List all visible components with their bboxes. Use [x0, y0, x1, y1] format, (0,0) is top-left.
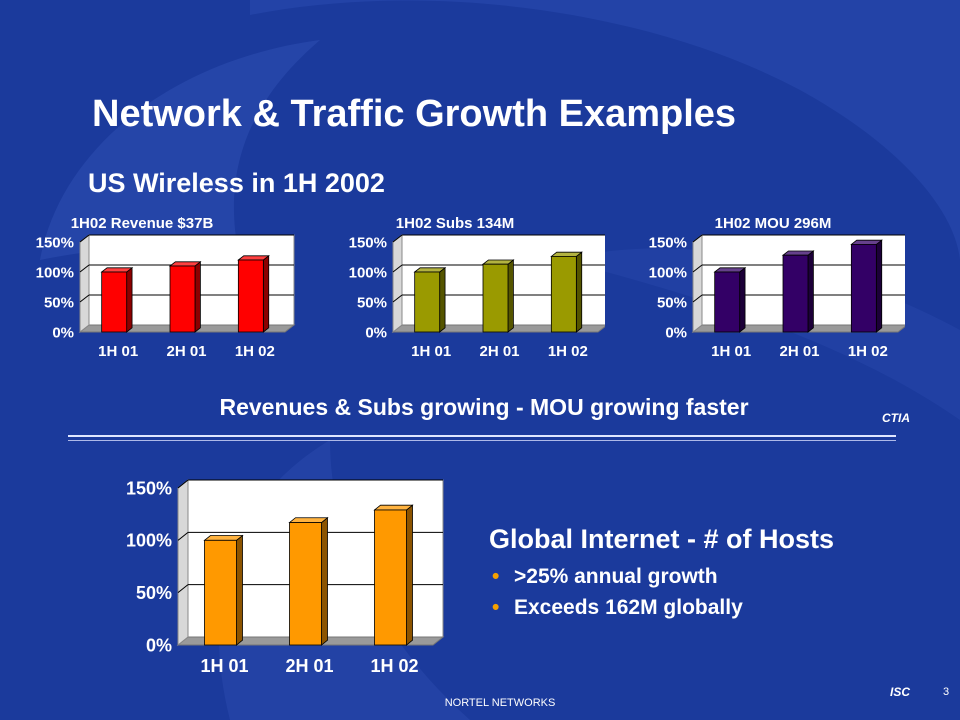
slide-subtitle: US Wireless in 1H 2002: [88, 168, 385, 198]
bar: [550, 251, 583, 333]
x-tick-label: 1H 02: [235, 343, 275, 360]
y-tick-label: 50%: [657, 294, 687, 311]
isc-badge: ISC: [890, 685, 911, 699]
x-tick-label: 1H 02: [548, 343, 588, 360]
subs-chart: 1H02 Subs 134M 0% 50% 100% 150% 1H 01 2H 01 1H …: [349, 215, 605, 360]
bullet-dot-icon: •: [492, 565, 500, 588]
gridline-side: [692, 264, 703, 273]
gridline-side: [79, 234, 90, 243]
x-tick-label: 2H 01: [779, 343, 819, 360]
bar: [203, 534, 244, 646]
y-tick-label: 150%: [36, 234, 74, 251]
gridline-side: [79, 264, 90, 273]
gridline-side: [177, 531, 189, 541]
plot-side-wall: [692, 233, 703, 334]
x-tick-label: 2H 01: [166, 343, 206, 360]
x-tick-label: 1H 01: [411, 343, 451, 360]
hosts-heading: Global Internet - # of Hosts: [489, 524, 835, 554]
bar: [168, 260, 202, 333]
bar: [481, 259, 515, 333]
y-tick-label: 100%: [649, 264, 687, 281]
bullet-item: • Exceeds 162M globally: [492, 592, 743, 623]
y-tick-label: 50%: [136, 583, 172, 603]
bar: [373, 504, 414, 646]
divider-line-secondary: [68, 440, 896, 441]
mou-chart: 1H02 MOU 296M 0% 50% 100% 150% 1H 01 2H 01 1H 0…: [649, 215, 905, 360]
bar: [288, 516, 329, 646]
bar: [413, 266, 447, 333]
y-tick-label: 150%: [126, 478, 172, 498]
gridline-side: [392, 234, 403, 243]
slide-title: Network & Traffic Growth Examples: [92, 93, 737, 135]
x-tick-label: 1H 01: [98, 343, 138, 360]
gridline-side: [177, 479, 189, 489]
y-tick-label: 100%: [349, 264, 387, 281]
chart-title: 1H02 Revenue $37B: [71, 215, 214, 232]
plot-side-wall: [392, 233, 403, 334]
footer-brand: NORTEL NETWORKS: [444, 697, 556, 709]
plot-side-wall: [177, 478, 189, 647]
gridline-side: [392, 264, 403, 273]
source-label: CTIA: [882, 411, 910, 425]
page-number: 3: [943, 686, 950, 698]
gridline-side: [392, 294, 403, 303]
chart-title: 1H02 Subs 134M: [396, 215, 514, 232]
chart-caption: Revenues & Subs growing - MOU growing fa…: [219, 394, 749, 420]
bar: [100, 266, 134, 333]
hosts-chart: 0% 50% 100% 150% 1H 01 2H 01 1H 02: [126, 478, 445, 676]
gridline-side: [177, 584, 189, 594]
y-tick-label: 0%: [52, 324, 74, 341]
divider-line: [68, 435, 896, 437]
plot-side-wall: [79, 233, 90, 334]
y-tick-label: 50%: [44, 294, 74, 311]
bullet-item: • >25% annual growth: [492, 561, 743, 592]
revenue-chart: 1H02 Revenue $37B 0% 50% 100% 150% 1H 01 2H 01…: [36, 215, 296, 360]
gridline-side: [692, 234, 703, 243]
y-tick-label: 100%: [36, 264, 74, 281]
y-tick-label: 50%: [357, 294, 387, 311]
y-tick-label: 0%: [665, 324, 687, 341]
bar: [781, 250, 815, 333]
gridline-side: [692, 294, 703, 303]
y-tick-label: 0%: [146, 635, 172, 655]
y-tick-label: 100%: [126, 531, 172, 551]
bar: [237, 254, 270, 333]
y-tick-label: 0%: [365, 324, 387, 341]
x-tick-label: 1H 01: [711, 343, 751, 360]
y-tick-label: 150%: [349, 234, 387, 251]
bar: [850, 239, 883, 333]
x-tick-label: 1H 02: [370, 656, 418, 676]
hosts-bullet-list: • >25% annual growth • Exceeds 162M global…: [492, 561, 743, 623]
x-tick-label: 2H 01: [285, 656, 333, 676]
gridline-side: [79, 294, 90, 303]
x-tick-label: 1H 01: [200, 656, 248, 676]
chart-title: 1H02 MOU 296M: [715, 215, 832, 232]
x-tick-label: 1H 02: [848, 343, 888, 360]
bar: [713, 266, 747, 333]
x-tick-label: 2H 01: [479, 343, 519, 360]
y-tick-label: 150%: [649, 234, 687, 251]
bullet-dot-icon: •: [492, 596, 500, 619]
